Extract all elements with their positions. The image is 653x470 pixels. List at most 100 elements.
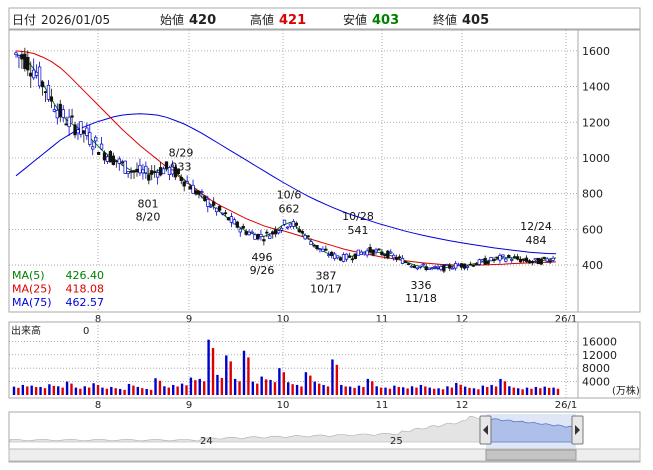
candle [282, 219, 287, 227]
candle [241, 223, 245, 229]
volume-bar [87, 387, 91, 395]
navigator-left-handle[interactable] [479, 415, 492, 445]
volume-bar [12, 386, 16, 395]
volume-bar [65, 381, 69, 395]
volume-bar [83, 386, 86, 395]
ma-legend-value: 426.40 [66, 269, 105, 282]
candle [495, 256, 499, 261]
candle [362, 251, 366, 256]
volume-bar [534, 386, 538, 395]
volume-bar [238, 381, 241, 395]
candle [306, 234, 310, 240]
candle [209, 204, 213, 208]
candle [85, 122, 89, 140]
volume-bar [251, 381, 255, 395]
candle [17, 54, 21, 69]
volume-bar [163, 386, 166, 395]
close-label: 終値 [433, 12, 457, 27]
candle [37, 61, 42, 89]
candle [179, 174, 183, 185]
volume-bar [167, 387, 170, 395]
volume-bar [70, 383, 73, 395]
candle [321, 246, 325, 252]
annotation-top: 387 [316, 269, 337, 282]
volume-bar [344, 386, 347, 395]
volume-bar [481, 385, 485, 395]
volume-bar [384, 387, 387, 395]
candle [94, 135, 98, 149]
volume-bar [269, 379, 272, 395]
volume-bar [477, 389, 480, 395]
candle [515, 253, 520, 261]
candle [412, 263, 417, 269]
candle [548, 257, 552, 264]
candle [424, 263, 428, 272]
price-y-tick: 1400 [582, 81, 610, 94]
volume-bar [79, 388, 82, 395]
candle [253, 232, 257, 240]
volume-bar [202, 381, 206, 395]
price-x-tick: 11 [376, 314, 389, 325]
candle [188, 183, 192, 190]
candle [451, 265, 455, 270]
candle [545, 257, 549, 263]
volume-bar [282, 372, 285, 395]
candle [26, 50, 30, 77]
candle [43, 90, 48, 103]
candle [58, 99, 62, 122]
candle [247, 229, 251, 236]
candle [123, 160, 127, 174]
volume-label: 出来高 [11, 324, 41, 337]
high-value: 421 [279, 13, 306, 28]
candle [244, 229, 248, 236]
candle [521, 258, 526, 263]
candle [433, 265, 437, 270]
volume-bar [189, 377, 193, 395]
candle [79, 121, 83, 138]
volume-bar [521, 389, 524, 395]
volume-bar [39, 386, 42, 395]
volume-bar [441, 389, 445, 395]
volume-bar [428, 387, 431, 395]
volume-bar [304, 372, 308, 395]
candle [427, 267, 431, 270]
annotation-top: 801 [138, 198, 159, 211]
volume-bar [362, 387, 365, 395]
candle [536, 257, 540, 265]
candle [129, 167, 133, 180]
volume-bar [375, 386, 378, 395]
ma-legend: MA(5) 426.40 MA(25) 418.08 MA(75) 462.57 [10, 267, 106, 309]
volume-bar [136, 386, 140, 395]
candle [67, 108, 71, 137]
volume-bar [406, 388, 409, 395]
volume-y-tick: 8000 [582, 362, 610, 375]
candle [324, 245, 328, 252]
candle [155, 168, 160, 185]
candle [333, 251, 337, 261]
navigator-right-handle[interactable] [571, 415, 584, 445]
price-x-tick: 10 [277, 314, 290, 325]
candle [524, 255, 529, 264]
volume-bar [127, 383, 131, 395]
candle [279, 225, 284, 233]
annotation-bottom: 933 [171, 161, 192, 174]
candle [23, 47, 27, 72]
volume-bar [132, 385, 135, 395]
navigator-scrollbar[interactable] [8, 448, 641, 462]
candle [468, 261, 473, 266]
volume-bar [410, 386, 414, 395]
candle [518, 256, 523, 263]
volume-bar [176, 386, 179, 395]
volume-bar [393, 385, 396, 395]
ma-legend-value: 462.57 [66, 296, 105, 309]
navigator-label-25: 25 [390, 436, 403, 447]
volume-x-tick: 10 [277, 400, 290, 411]
volume-bar [225, 355, 228, 395]
volume-bar [446, 386, 449, 395]
candle [150, 165, 154, 181]
candle [238, 227, 242, 237]
candle [383, 253, 387, 260]
